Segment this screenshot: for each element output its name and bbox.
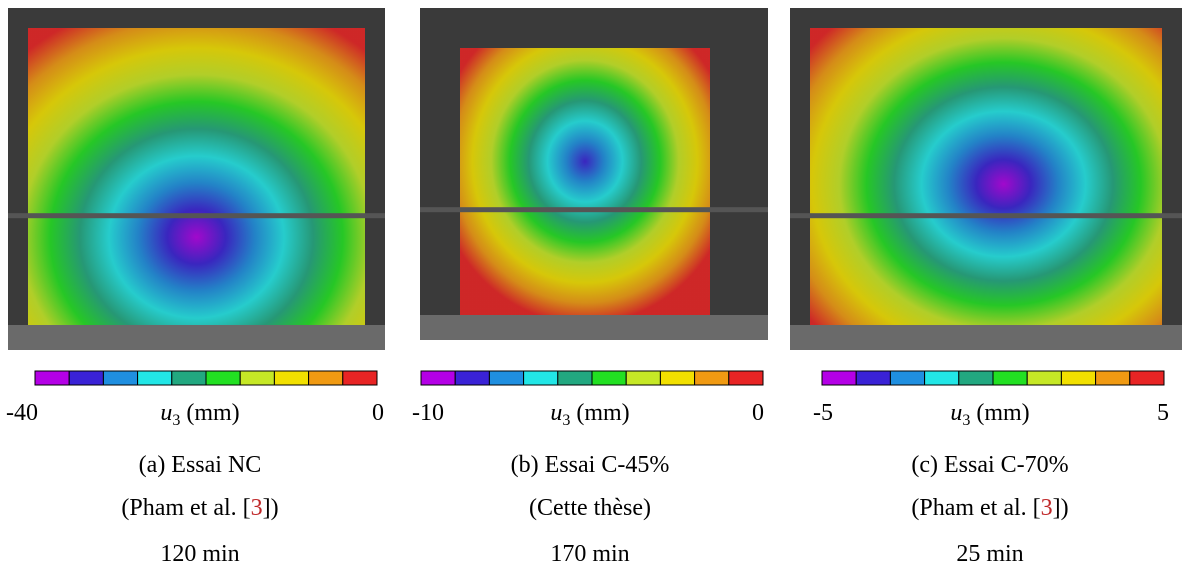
time: 25 min xyxy=(956,541,1023,567)
colorbar-cell xyxy=(958,370,994,386)
bar-rod xyxy=(790,213,1182,219)
subscript: 3 xyxy=(962,412,970,429)
displacement-field xyxy=(810,28,1162,340)
displacement-field xyxy=(460,48,710,318)
colorbar-cell xyxy=(1095,370,1131,386)
colorbar-label: u3 (mm) xyxy=(160,400,239,429)
source: (Cette thèse) xyxy=(529,495,651,521)
colorbar-cell xyxy=(1026,370,1062,386)
source-text: (Cette thèse) xyxy=(529,495,651,521)
caption: (c) Essai C-70% xyxy=(911,452,1068,478)
floor xyxy=(790,325,1182,350)
colorbar-cell xyxy=(855,370,891,386)
colorbar-label: u3 (mm) xyxy=(550,400,629,429)
colorbar-cell xyxy=(992,370,1028,386)
time: 120 min xyxy=(160,541,239,567)
source-text: ]) xyxy=(1053,495,1069,521)
colorbar-cell xyxy=(821,370,857,386)
caption: (b) Essai C-45% xyxy=(511,452,670,478)
colorbar-cell xyxy=(273,370,310,386)
subscript: 3 xyxy=(172,412,180,429)
colorbar-cell xyxy=(924,370,960,386)
reference[interactable]: 3 xyxy=(251,495,263,521)
unit: (mm) xyxy=(576,400,629,426)
colorbar-cell xyxy=(557,370,593,386)
colorbar-cell xyxy=(523,370,559,386)
colorbar-cell xyxy=(488,370,525,386)
colorbar-cell xyxy=(137,370,173,386)
colorbar-cell xyxy=(239,370,275,386)
colorbar-cell xyxy=(171,370,207,386)
time: 170 min xyxy=(550,541,629,567)
colorbar-cell xyxy=(68,370,104,386)
colorbar-cell xyxy=(420,370,456,386)
source-text: (Pham et al. [ xyxy=(911,495,1040,521)
colorbar-min: -10 xyxy=(412,400,444,426)
colorbar-min: -5 xyxy=(813,400,833,426)
colorbar-cell xyxy=(591,370,627,386)
source-text: ]) xyxy=(263,495,279,521)
colorbar-cell xyxy=(454,370,490,386)
reference[interactable]: 3 xyxy=(1041,495,1053,521)
colorbar-cell xyxy=(1060,370,1097,386)
colorbar-label: u3 (mm) xyxy=(950,400,1029,429)
colorbar-cell xyxy=(659,370,696,386)
unit: (mm) xyxy=(976,400,1029,426)
caption: (a) Essai NC xyxy=(139,452,262,478)
symbol: u xyxy=(950,400,962,426)
symbol: u xyxy=(550,400,562,426)
source-text: (Pham et al. [ xyxy=(121,495,250,521)
colorbar-cell xyxy=(102,370,139,386)
source: (Pham et al. [3]) xyxy=(911,495,1068,521)
colorbar-cell xyxy=(889,370,926,386)
source: (Pham et al. [3]) xyxy=(121,495,278,521)
colorbar-cell xyxy=(342,370,378,386)
colorbar-cell xyxy=(1129,370,1165,386)
displacement-field xyxy=(28,28,365,340)
symbol: u xyxy=(160,400,172,426)
colorbar-cell xyxy=(308,370,344,386)
colorbar-cell xyxy=(34,370,70,386)
floor xyxy=(8,325,385,350)
colorbar-cell xyxy=(728,370,764,386)
colorbar-max: 0 xyxy=(752,400,764,426)
colorbar-max: 0 xyxy=(372,400,384,426)
subscript: 3 xyxy=(562,412,570,429)
unit: (mm) xyxy=(186,400,239,426)
colorbar-max: 5 xyxy=(1157,400,1169,426)
colorbar-cell xyxy=(694,370,730,386)
floor xyxy=(420,315,768,340)
colorbar-min: -40 xyxy=(6,400,38,426)
bar-rod xyxy=(420,207,768,213)
bar-rod xyxy=(8,213,385,219)
colorbar-cell xyxy=(625,370,661,386)
colorbar-cell xyxy=(205,370,241,386)
